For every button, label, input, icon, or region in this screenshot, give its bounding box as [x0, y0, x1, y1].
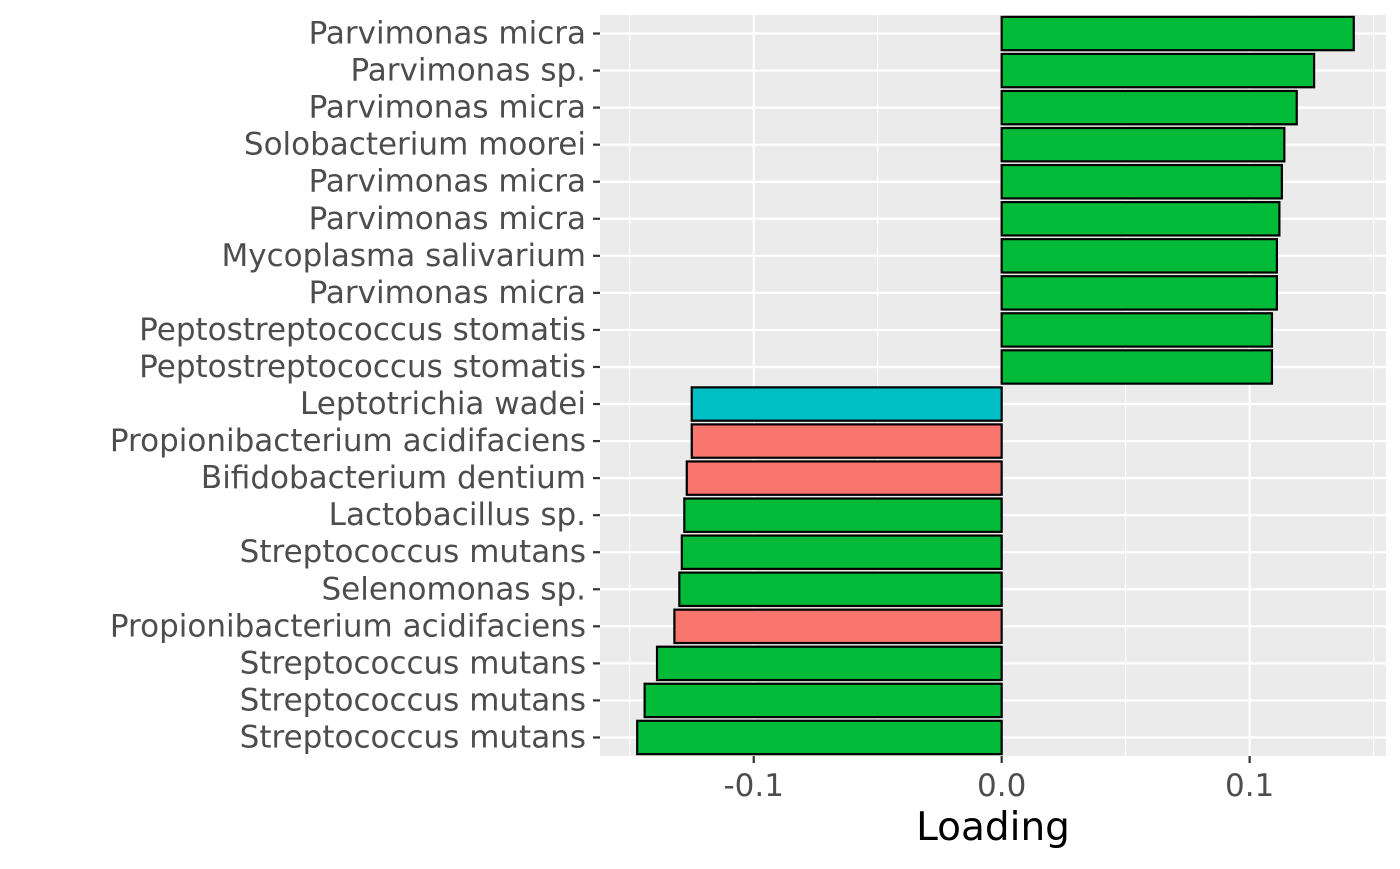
bar	[673, 608, 1003, 645]
y-tick-label: Peptostreptococcus stomatis	[139, 349, 586, 385]
bar	[685, 460, 1003, 496]
bar	[1000, 349, 1274, 385]
y-tick-label: Leptotrichia wadei	[300, 386, 586, 422]
bar	[643, 682, 1003, 719]
bar	[1000, 15, 1355, 52]
bar	[678, 571, 1003, 608]
y-tick-label: Parvimonas micra	[309, 201, 586, 237]
y-tick-label: Streptococcus mutans	[240, 645, 586, 681]
y-tick-label: Streptococcus mutans	[240, 534, 586, 570]
y-tick-label: Parvimonas sp.	[351, 53, 587, 89]
y-tick-label: Peptostreptococcus stomatis	[139, 312, 586, 348]
bar	[690, 386, 1003, 422]
y-tick-label: Bifidobacterium dentium	[201, 460, 586, 496]
y-tick-label: Lactobacillus sp.	[329, 497, 586, 533]
y-tick-label: Streptococcus mutans	[240, 682, 586, 718]
plot-panel-background	[600, 15, 1386, 756]
x-tick-label: 0.0	[977, 768, 1026, 804]
bar	[683, 497, 1003, 533]
bar	[636, 719, 1003, 756]
y-tick-label: Selenomonas sp.	[321, 571, 586, 607]
y-tick-label: Mycoplasma salivarium	[221, 238, 586, 274]
y-tick-label: Parvimonas micra	[309, 16, 586, 52]
bar	[1000, 163, 1283, 200]
x-tick-label: -0.1	[723, 768, 784, 804]
bar	[1000, 201, 1281, 237]
x-axis: -0.1 0.0 0.1	[723, 756, 1274, 804]
x-tick-label: 0.1	[1225, 768, 1274, 804]
y-tick-label: Propionibacterium acidifaciens	[110, 608, 586, 644]
bars	[636, 15, 1355, 756]
y-tick-label: Solobacterium moorei	[244, 127, 586, 163]
y-tick-label: Parvimonas micra	[309, 90, 586, 126]
bar	[1000, 126, 1286, 163]
bar	[655, 645, 1003, 682]
bar	[690, 423, 1003, 459]
bar	[1000, 238, 1279, 274]
y-tick-label: Parvimonas micra	[309, 275, 586, 311]
bar	[1000, 312, 1274, 348]
bar	[1000, 89, 1298, 126]
y-tick-label: Parvimonas micra	[309, 164, 586, 200]
y-tick-label: Streptococcus mutans	[240, 719, 586, 755]
bar	[1000, 275, 1279, 311]
x-axis-title: Loading	[916, 805, 1070, 850]
y-tick-label: Propionibacterium acidifaciens	[110, 423, 586, 459]
bar	[680, 534, 1003, 570]
bar	[1000, 52, 1316, 89]
